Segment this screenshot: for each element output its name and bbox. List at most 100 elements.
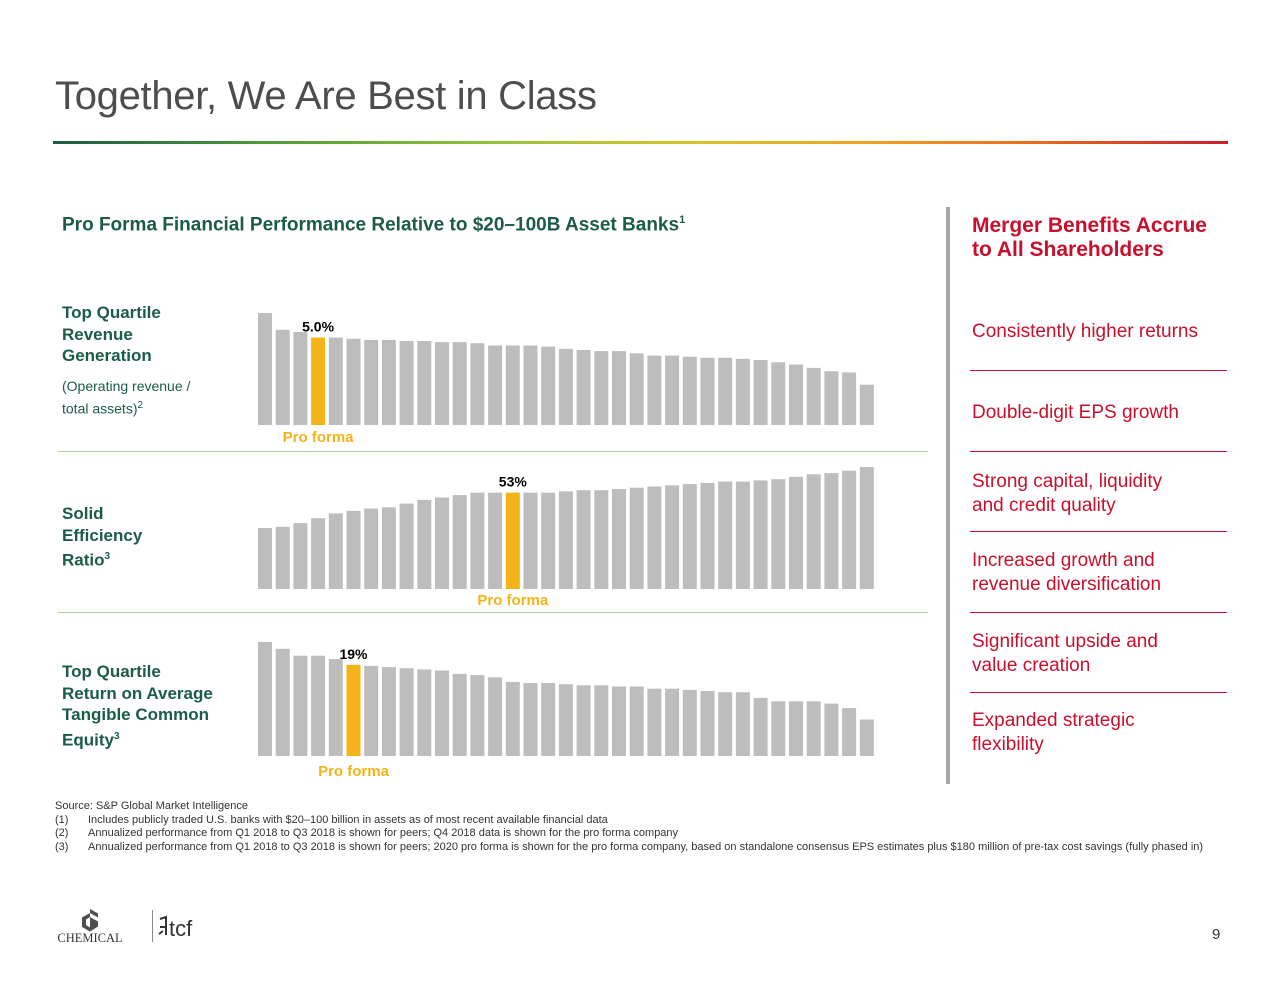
footnotes: Source: S&P Global Market Intelligence (… <box>55 800 1235 854</box>
peer-bar <box>612 489 626 589</box>
peer-bar <box>629 487 644 589</box>
peer-bar <box>647 355 662 425</box>
peer-bar <box>399 503 414 589</box>
peer-bar <box>842 470 857 589</box>
peer-bar <box>258 528 272 589</box>
benefits-heading: Merger Benefits Accrue to All Shareholde… <box>972 214 1207 261</box>
tcf-logo: tcf <box>158 915 193 941</box>
peer-bar <box>753 697 768 756</box>
peer-bar <box>771 479 786 589</box>
peer-bar <box>665 355 680 425</box>
peer-bar <box>470 675 485 756</box>
section-separator <box>58 612 928 613</box>
peer-bar <box>682 689 697 756</box>
peer-bar <box>381 507 396 589</box>
peer-bar <box>346 510 361 589</box>
peer-bar <box>806 367 821 425</box>
footnote: (2) Annualized performance from Q1 2018 t… <box>55 827 679 839</box>
pro-forma-value-label: 5.0% <box>302 319 334 335</box>
peer-bar <box>859 384 874 425</box>
pro-forma-caption: Pro forma <box>318 763 390 780</box>
peer-bar <box>470 343 485 425</box>
peer-bar <box>700 691 715 756</box>
source-note: Source: S&P Global Market Intelligence <box>55 800 249 812</box>
rotce-chart: 19% Pro forma <box>258 642 874 780</box>
chemical-wordmark: CHEMICAL <box>57 931 122 944</box>
pro-forma-bar <box>311 337 326 425</box>
peer-bar <box>293 523 308 589</box>
peer-bar <box>753 480 768 589</box>
peer-bar <box>399 341 414 425</box>
peer-bar <box>612 351 626 425</box>
footnote: (1) Includes publicly traded U.S. banks w… <box>55 813 608 826</box>
peer-bar <box>417 499 432 589</box>
peer-bar <box>771 362 786 425</box>
peer-bar <box>594 685 609 756</box>
tcf-wordmark: tcf <box>169 916 193 941</box>
peer-bar <box>275 648 290 756</box>
peer-bar <box>789 364 803 425</box>
pro-forma-bar <box>346 664 361 756</box>
chemical-mark-icon <box>82 909 98 932</box>
peer-bar <box>523 683 538 756</box>
peer-bar <box>364 339 379 425</box>
peer-bar <box>328 659 343 756</box>
metric-sublabel-revenue: (Operating revenue / total assets)2 <box>62 378 191 417</box>
pro-forma-bar <box>505 492 520 589</box>
peer-bar <box>452 673 467 756</box>
title-gradient-rule <box>53 141 1228 144</box>
peer-bar <box>718 692 733 756</box>
pro-forma-caption: Pro forma <box>477 592 549 609</box>
peer-bar <box>700 357 715 425</box>
peer-bar <box>824 703 839 756</box>
benefit-item: Significant upside and value creation <box>972 631 1158 676</box>
peer-bar <box>558 348 573 425</box>
metric-label-efficiency: Solid Efficiency Ratio3 <box>62 504 143 570</box>
peer-bar <box>435 670 449 756</box>
peer-bar <box>682 356 697 425</box>
peer-bar <box>735 358 750 425</box>
benefit-divider <box>970 692 1227 693</box>
peer-bar <box>576 685 591 756</box>
peer-bar <box>789 701 803 756</box>
peer-bar <box>576 490 591 589</box>
peer-bar <box>488 492 503 589</box>
peer-bar <box>258 313 272 425</box>
peer-bar <box>417 341 432 425</box>
peer-bar <box>629 353 644 425</box>
peer-bar <box>859 467 874 589</box>
peer-bar <box>558 491 573 589</box>
pro-forma-caption: Pro forma <box>283 429 355 446</box>
peer-bar <box>293 655 308 756</box>
benefit-item: Expanded strategic flexibility <box>972 710 1135 755</box>
peer-bar <box>364 508 379 589</box>
peer-bar <box>417 669 432 756</box>
peer-bar <box>488 677 503 756</box>
benefit-item: Increased growth and revenue diversifica… <box>972 550 1162 595</box>
peer-bar <box>735 481 750 589</box>
logo-divider <box>152 910 153 942</box>
peer-bar <box>505 345 520 425</box>
section-separator <box>58 451 928 452</box>
peer-bar <box>311 518 326 589</box>
peer-bar <box>665 688 680 756</box>
peer-bar <box>789 476 803 589</box>
peer-bar <box>523 492 538 589</box>
peer-bar <box>629 686 644 756</box>
benefit-divider <box>970 531 1227 532</box>
revenue-generation-chart: 5.0% Pro forma <box>258 313 874 446</box>
peer-bar <box>258 642 272 756</box>
benefit-divider <box>970 612 1227 613</box>
peer-bar <box>275 526 290 589</box>
peer-bar <box>594 490 609 589</box>
peer-bar <box>806 474 821 589</box>
peer-bar <box>541 346 556 425</box>
peer-bar <box>842 372 857 425</box>
pro-forma-value-label: 53% <box>499 474 528 490</box>
peer-bar <box>594 351 609 425</box>
benefit-item: Double-digit EPS growth <box>972 402 1179 423</box>
peer-bar <box>381 339 396 425</box>
peer-bar <box>452 495 467 589</box>
peer-bar <box>700 482 715 589</box>
section-heading: Pro Forma Financial Performance Relative… <box>62 214 686 236</box>
